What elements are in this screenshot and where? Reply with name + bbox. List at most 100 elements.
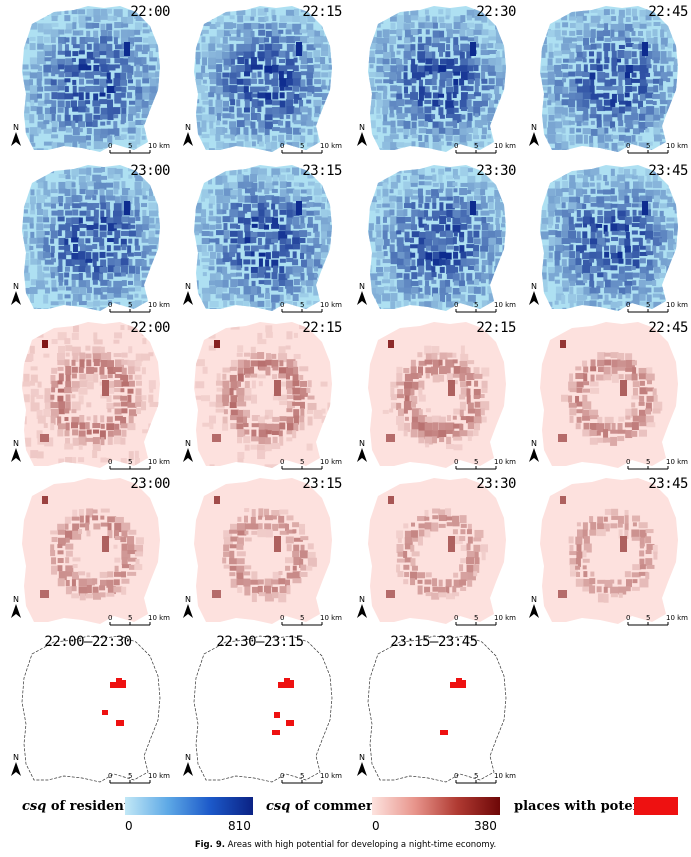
scale-bar-tick: 10 km [494,301,516,309]
legend-residential-max: 810 [228,819,251,833]
north-label: N [13,753,19,762]
map-panel-residential: N 0 5 10 km 23:15 [174,161,346,317]
scale-bar: 0 5 10 km [280,301,342,313]
legend-potential-label: places with potential [514,799,667,814]
potential-area [110,682,116,688]
legend-residential-label: csq of residential [22,799,149,814]
study-area-boundary [367,635,507,783]
scale-bar-tick: 5 [128,301,132,309]
legend-residential: csq of residential 0 810 [0,795,262,835]
scale-bar: 0 5 10 km [280,142,342,154]
map-panel-potential: N 0 5 10 km 23:15–23:45 [348,632,520,788]
scale-bar: 0 5 10 km [626,142,688,154]
potential-area [102,710,108,715]
north-arrow-icon: N [11,282,21,305]
map-time-label: 23:30 [476,476,516,492]
map-time-range-label: 22:00–22:30 [44,634,132,650]
scale-bar: 0 5 10 km [108,614,170,626]
scale-bar-tick: 10 km [320,142,342,150]
map-time-label: 22:00 [130,4,170,20]
north-label: N [185,123,191,132]
scale-bar-tick: 10 km [320,458,342,466]
north-label: N [359,439,365,448]
north-label: N [13,439,19,448]
scale-bar-tick: 0 [280,142,284,150]
map-panel-commercial: N 0 5 10 km 23:30 [348,474,520,630]
map-time-label: 22:30 [476,4,516,20]
scale-bar: 0 5 10 km [454,301,516,313]
north-arrow-icon: N [11,753,21,776]
scale-bar-tick: 0 [280,614,284,622]
scale-bar: 0 5 10 km [626,458,688,470]
scale-bar-tick: 5 [646,142,650,150]
scale-bar-tick: 0 [280,772,284,780]
north-label: N [13,595,19,604]
north-arrow-icon: N [529,282,539,305]
scale-bar-tick: 5 [300,142,304,150]
north-arrow-icon: N [183,439,193,462]
map-panel-residential: N 0 5 10 km 22:15 [174,2,346,158]
study-area-boundary [194,478,332,624]
north-arrow-icon: N [183,753,193,776]
legend-commercial: csq of commercial 0 380 [262,795,512,835]
scale-bar-tick: 0 [626,301,630,309]
map-time-label: 23:00 [130,476,170,492]
north-arrow-icon: N [529,123,539,146]
map-grid: N 0 5 10 km 22:00 N 0 5 10 km 22:15 N 0 5 10 km 22:30 N… [2,2,691,788]
scale-bar-tick: 5 [128,614,132,622]
north-arrow-icon: N [529,595,539,618]
potential-area [456,678,462,688]
potential-area [116,678,122,688]
scale-bar-tick: 5 [300,458,304,466]
north-label: N [359,595,365,604]
residential-color-ramp [125,797,253,815]
scale-bar-tick: 5 [474,614,478,622]
north-arrow-icon: N [357,282,367,305]
scale-bar: 0 5 10 km [280,772,342,784]
potential-area [116,720,124,726]
map-time-label: 23:30 [476,163,516,179]
north-arrow-icon: N [357,595,367,618]
scale-bar-tick: 10 km [494,772,516,780]
scale-bar-tick: 0 [454,142,458,150]
potential-area [274,712,280,718]
north-label: N [185,282,191,291]
map-panel-residential: N 0 5 10 km 22:45 [520,2,691,158]
north-arrow-icon: N [11,439,21,462]
scale-bar-tick: 0 [454,301,458,309]
caption-fig-number: Fig. 9. [194,840,225,850]
scale-bar-tick: 5 [300,614,304,622]
commercial-color-ramp [372,797,500,815]
scale-bar-tick: 10 km [320,772,342,780]
potential-swatch [634,797,678,815]
north-arrow-icon: N [357,439,367,462]
potential-area [122,680,126,688]
potential-area [440,730,448,735]
map-time-label: 23:45 [648,163,688,179]
north-label: N [13,123,19,132]
scale-bar-tick: 5 [300,301,304,309]
scale-bar-tick: 0 [280,458,284,466]
scale-bar: 0 5 10 km [108,142,170,154]
scale-bar-tick: 0 [626,142,630,150]
scale-bar-tick: 0 [454,772,458,780]
scale-bar: 0 5 10 km [626,301,688,313]
north-label: N [531,282,537,291]
scale-bar: 0 5 10 km [280,458,342,470]
north-label: N [185,753,191,762]
map-panel-potential: N 0 5 10 km 22:00–22:30 [2,632,174,788]
scale-bar: 0 5 10 km [626,614,688,626]
map-panel-potential: N 0 5 10 km 22:30–23:15 [174,632,346,788]
map-panel-residential: N 0 5 10 km 23:30 [348,161,520,317]
map-panel-residential: N 0 5 10 km 23:00 [2,161,174,317]
scale-bar-tick: 5 [474,142,478,150]
map-time-label: 23:45 [648,476,688,492]
north-arrow-icon: N [357,123,367,146]
north-label: N [185,595,191,604]
north-arrow-icon: N [183,595,193,618]
scale-bar: 0 5 10 km [108,301,170,313]
north-label: N [531,439,537,448]
scale-bar-tick: 0 [280,301,284,309]
scale-bar-tick: 0 [454,458,458,466]
caption-text: Areas with high potential for developing… [224,840,497,850]
